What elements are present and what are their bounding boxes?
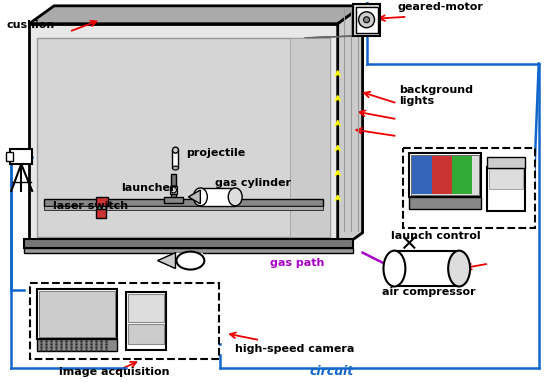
Bar [175, 253, 204, 270]
Bar [6, 152, 13, 161]
Text: launcher: launcher [121, 183, 175, 193]
Bar [409, 153, 481, 197]
Polygon shape [189, 190, 200, 204]
Bar [128, 324, 163, 344]
Bar [96, 197, 108, 206]
Bar [10, 149, 32, 164]
Text: projectile: projectile [186, 148, 246, 158]
Text: gas path: gas path [270, 257, 324, 268]
Ellipse shape [383, 250, 405, 286]
Bar [173, 150, 178, 168]
Ellipse shape [173, 166, 178, 170]
Bar [411, 155, 479, 195]
Bar [126, 293, 166, 350]
Bar [353, 4, 381, 36]
Text: laser switch: laser switch [53, 201, 128, 211]
Bar [96, 209, 106, 218]
Circle shape [359, 12, 375, 28]
Bar [356, 7, 377, 33]
Ellipse shape [448, 250, 470, 286]
Bar [163, 197, 184, 203]
Bar [44, 199, 323, 206]
Bar [170, 174, 177, 202]
Polygon shape [157, 253, 175, 268]
Text: image acquisition: image acquisition [58, 367, 169, 377]
Bar [44, 206, 323, 210]
Bar [487, 167, 525, 211]
Circle shape [170, 187, 177, 193]
Text: gas cylinder: gas cylinder [215, 178, 292, 188]
Circle shape [364, 17, 370, 23]
Bar [409, 197, 481, 209]
Bar [29, 24, 338, 250]
Ellipse shape [177, 252, 205, 270]
Ellipse shape [194, 188, 207, 206]
Bar [37, 38, 330, 237]
Bar [169, 186, 178, 194]
Bar [24, 239, 353, 248]
Bar [394, 250, 459, 286]
Text: air compressor: air compressor [382, 287, 476, 298]
Text: cushion: cushion [6, 20, 54, 30]
Text: background: background [399, 85, 474, 95]
FancyBboxPatch shape [30, 283, 219, 359]
Text: high-speed camera: high-speed camera [235, 344, 355, 354]
FancyBboxPatch shape [403, 148, 535, 228]
Polygon shape [29, 6, 362, 24]
Bar [37, 290, 117, 339]
Bar [290, 38, 330, 237]
Bar [452, 156, 472, 194]
Ellipse shape [173, 147, 178, 153]
Bar [412, 156, 432, 194]
Bar [39, 291, 115, 337]
Text: geared-motor: geared-motor [398, 2, 483, 12]
Text: circuit: circuit [310, 365, 354, 378]
Ellipse shape [228, 188, 242, 206]
Text: lights: lights [399, 97, 435, 106]
Bar [489, 169, 523, 189]
Bar [487, 157, 525, 168]
Bar [432, 156, 452, 194]
Bar [24, 248, 353, 253]
Text: launch control: launch control [392, 231, 481, 241]
Bar [37, 339, 117, 351]
Bar [128, 295, 163, 322]
Bar [200, 188, 235, 206]
Polygon shape [338, 6, 362, 250]
